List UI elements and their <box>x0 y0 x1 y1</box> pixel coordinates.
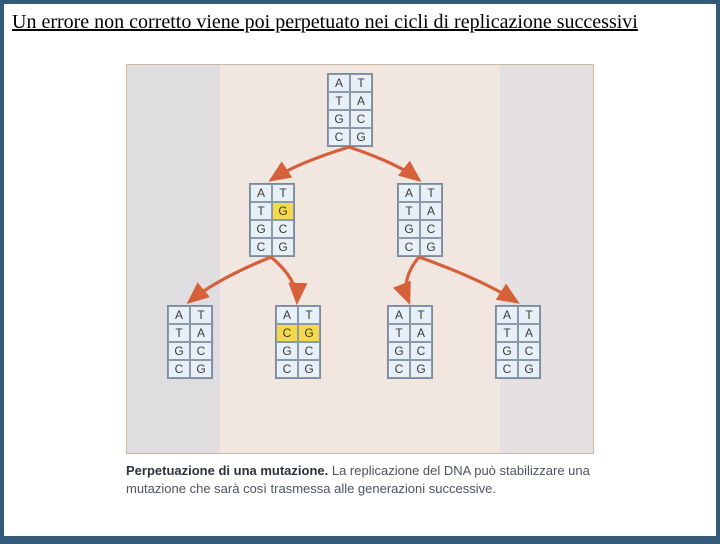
base-cell: C <box>250 238 272 256</box>
base-cell: T <box>350 74 372 92</box>
base-cell: G <box>250 220 272 238</box>
base-cell: C <box>518 342 540 360</box>
base-cell: A <box>168 306 190 324</box>
base-cell: G <box>298 360 320 378</box>
base-cell: G <box>272 202 294 220</box>
base-cell: T <box>398 202 420 220</box>
base-cell: C <box>168 360 190 378</box>
base-cell: A <box>190 324 212 342</box>
base-cell: C <box>298 342 320 360</box>
slide-title: Un errore non corretto viene poi perpetu… <box>4 4 716 36</box>
base-cell: C <box>276 360 298 378</box>
dna-block-g2d: ATGCTACG <box>495 305 541 379</box>
dna-block-root: ATGCTACG <box>327 73 373 147</box>
dna-block-g1b: ATGCTACG <box>397 183 443 257</box>
base-cell: T <box>420 184 442 202</box>
slide: Un errore non corretto viene poi perpetu… <box>4 4 716 536</box>
base-cell: G <box>272 238 294 256</box>
replication-arrow <box>189 257 271 302</box>
base-cell: C <box>328 128 350 146</box>
base-cell: G <box>350 128 372 146</box>
base-cell: T <box>298 306 320 324</box>
mutation-tree-diagram: ATGCTACGATGCTGCGATGCTACGATGCTACGACGCTGCG… <box>126 64 594 454</box>
base-cell: C <box>420 220 442 238</box>
dna-block-g2c: ATGCTACG <box>387 305 433 379</box>
caption-bold: Perpetuazione di una mutazione. <box>126 463 328 478</box>
base-cell: A <box>388 306 410 324</box>
base-cell: A <box>350 92 372 110</box>
base-cell: C <box>272 220 294 238</box>
base-cell: A <box>518 324 540 342</box>
base-cell: G <box>388 342 410 360</box>
base-cell: C <box>410 342 432 360</box>
replication-arrow <box>406 257 419 302</box>
base-cell: A <box>496 306 518 324</box>
base-cell: G <box>518 360 540 378</box>
base-cell: C <box>190 342 212 360</box>
base-cell: C <box>496 360 518 378</box>
caption: Perpetuazione di una mutazione. La repli… <box>126 462 594 497</box>
base-cell: C <box>276 324 298 342</box>
base-cell: A <box>410 324 432 342</box>
base-cell: T <box>410 306 432 324</box>
replication-arrow <box>271 147 349 180</box>
dna-block-g2a: ATGCTACG <box>167 305 213 379</box>
base-cell: A <box>250 184 272 202</box>
base-cell: G <box>410 360 432 378</box>
base-cell: C <box>398 238 420 256</box>
base-cell: T <box>272 184 294 202</box>
base-cell: G <box>276 342 298 360</box>
page-number: 34 <box>674 511 688 526</box>
base-cell: T <box>518 306 540 324</box>
base-cell: G <box>298 324 320 342</box>
base-cell: C <box>350 110 372 128</box>
base-cell: G <box>398 220 420 238</box>
base-cell: G <box>420 238 442 256</box>
base-cell: G <box>328 110 350 128</box>
dna-block-g1a: ATGCTGCG <box>249 183 295 257</box>
base-cell: T <box>168 324 190 342</box>
replication-arrow <box>419 257 517 302</box>
replication-arrow <box>271 257 297 302</box>
base-cell: T <box>328 92 350 110</box>
base-cell: T <box>388 324 410 342</box>
base-cell: A <box>276 306 298 324</box>
base-cell: T <box>496 324 518 342</box>
base-cell: G <box>496 342 518 360</box>
base-cell: T <box>190 306 212 324</box>
replication-arrow <box>349 147 419 180</box>
base-cell: G <box>190 360 212 378</box>
base-cell: C <box>388 360 410 378</box>
base-cell: A <box>398 184 420 202</box>
dna-block-g2b: ACGCTGCG <box>275 305 321 379</box>
base-cell: G <box>168 342 190 360</box>
base-cell: A <box>328 74 350 92</box>
base-cell: A <box>420 202 442 220</box>
base-cell: T <box>250 202 272 220</box>
